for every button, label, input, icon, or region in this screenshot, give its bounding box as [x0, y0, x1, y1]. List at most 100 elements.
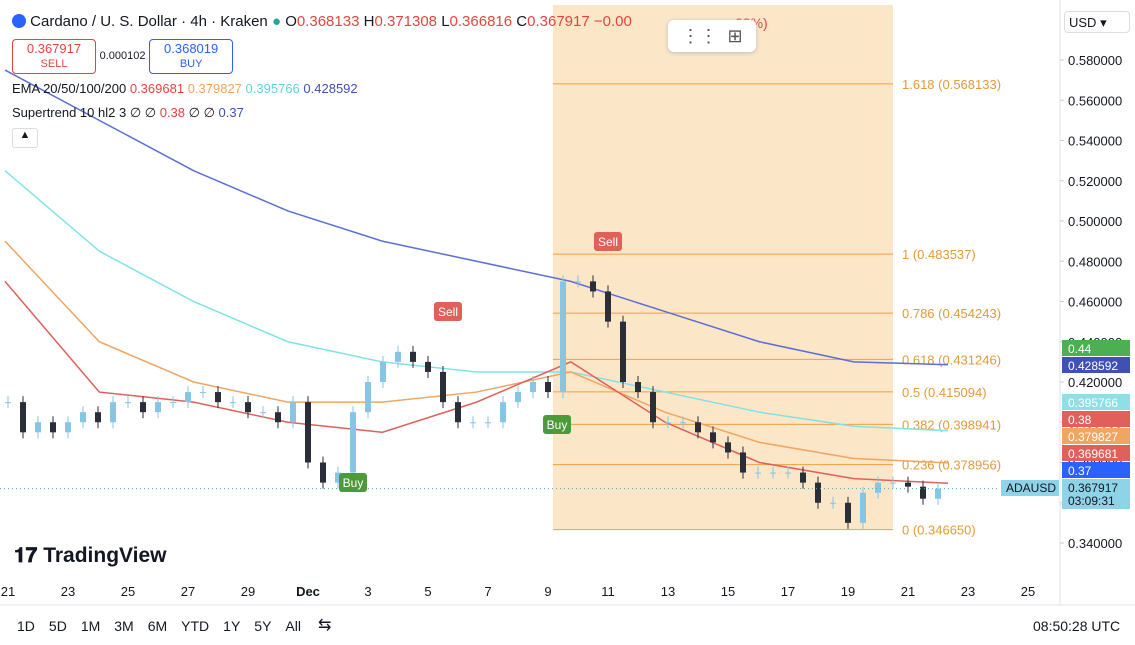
candle — [215, 392, 221, 403]
ema-line — [4, 69, 949, 366]
st-a: ∅ ∅ — [129, 105, 157, 120]
widget[interactable]: ⋮⋮ ⊞ — [668, 20, 756, 52]
range-button[interactable]: 5D — [48, 618, 67, 634]
candle — [635, 382, 641, 393]
c: C — [516, 13, 528, 30]
last-price: 0.367917 — [1068, 481, 1118, 495]
candle — [290, 402, 296, 423]
sell-button[interactable]: 0.367917 SELL — [12, 39, 96, 74]
close: 0.367917 — [527, 13, 590, 30]
price-badge — [1062, 357, 1130, 373]
candle — [155, 402, 161, 413]
candle — [485, 422, 491, 424]
ema50: 0.379827 — [187, 81, 242, 96]
range-button[interactable]: 1Y — [223, 618, 241, 634]
candle — [590, 281, 596, 292]
o: O — [285, 13, 297, 30]
candle — [425, 361, 431, 372]
x-tick-label: 5 — [424, 584, 431, 599]
price-badge — [1062, 462, 1130, 478]
x-tick-label: 11 — [601, 584, 615, 599]
trade: 0.367917 SELL 0.000102 0.368019 BUY — [12, 39, 234, 74]
collapse[interactable]: ▲ — [12, 128, 38, 148]
fib-label: 0.786 (0.454243) — [902, 306, 1001, 321]
x-tick-label: 29 — [241, 584, 255, 599]
x-tick-label: Dec — [296, 584, 320, 599]
fib-label: 0 (0.346650) — [902, 523, 976, 538]
signal-box — [594, 232, 622, 251]
candle — [320, 462, 326, 483]
range-button[interactable]: 3M — [114, 618, 134, 634]
toolbar: 1D 5D 1M 3M 6M YTD 1Y 5Y All — [17, 618, 315, 634]
x-tick-label: 25 — [121, 584, 135, 599]
candle — [140, 402, 146, 413]
candle — [785, 472, 791, 474]
sell-label: SELL — [40, 58, 68, 70]
ema-line — [4, 240, 949, 464]
symbol-badge — [1001, 480, 1059, 496]
candle — [920, 486, 926, 499]
range-button[interactable]: 1D — [17, 618, 35, 634]
dot: ● — [271, 13, 282, 30]
x-tick-label: 21 — [1, 584, 15, 599]
x-tick-label: 3 — [364, 584, 371, 599]
candle — [335, 472, 341, 483]
st-b: 0.38 — [159, 105, 186, 120]
price-badge-text: 0.44 — [1068, 342, 1092, 356]
fib-label: 0.382 (0.398941) — [902, 417, 1001, 432]
candle — [80, 412, 86, 423]
countdown: 03:09:31 — [1068, 494, 1115, 508]
price-badge — [1062, 340, 1130, 356]
ema-name: EMA 20/50/100/200 — [12, 81, 127, 96]
x-tick-label: 21 — [901, 584, 915, 599]
coin-icon — [12, 14, 26, 28]
st-name: Supertrend 10 hl2 3 — [12, 105, 127, 120]
price-badge-text: 0.369681 — [1068, 447, 1118, 461]
currency[interactable]: USD ▾ — [1064, 11, 1130, 33]
candle — [620, 321, 626, 382]
candle — [380, 361, 386, 382]
candle — [650, 392, 656, 423]
sell-price: 0.367917 — [26, 41, 82, 56]
candle — [680, 422, 686, 424]
range-button[interactable]: 1M — [80, 618, 101, 634]
ema-legend: EMA 20/50/100/200 0.369681 0.379827 0.39… — [12, 81, 358, 96]
range-button[interactable]: 6M — [147, 618, 168, 634]
price-badge-text: 0.37 — [1068, 464, 1092, 478]
price-badge-text: 0.38 — [1068, 413, 1092, 427]
candle — [665, 422, 671, 424]
spread: 0.000102 — [99, 50, 146, 62]
x-tick-label: 9 — [544, 584, 551, 599]
range-button[interactable]: 5Y — [254, 618, 272, 634]
symbol-text: ADAUSD — [1006, 481, 1056, 495]
h: H — [363, 13, 375, 30]
candle — [470, 422, 476, 424]
ema200: 0.428592 — [303, 81, 358, 96]
buy-label: BUY — [179, 58, 203, 70]
candle — [815, 482, 821, 503]
candle — [605, 291, 611, 322]
compare[interactable]: ⇆ — [318, 617, 332, 634]
candle — [260, 412, 266, 414]
range-button[interactable]: All — [285, 618, 301, 634]
candle — [170, 402, 176, 404]
candle — [575, 281, 581, 283]
change: −0.00 — [593, 13, 632, 30]
open: 0.368133 — [296, 13, 360, 30]
buy-button[interactable]: 0.368019 BUY — [149, 39, 234, 74]
y-tick-label: 0.560000 — [1068, 93, 1122, 108]
candle — [65, 422, 71, 433]
ema-line — [4, 170, 949, 432]
y-tick-label: 0.540000 — [1068, 134, 1122, 149]
candle — [35, 422, 41, 433]
candle — [545, 382, 551, 393]
ema100: 0.395766 — [245, 81, 300, 96]
st-legend: Supertrend 10 hl2 3 ∅ ∅ 0.38 ∅ ∅ 0.37 — [12, 105, 244, 121]
st-d: 0.37 — [218, 105, 244, 120]
candle — [230, 402, 236, 404]
candle — [20, 402, 26, 433]
fib-label: 0.236 (0.378956) — [902, 458, 1001, 473]
candle — [860, 492, 866, 523]
range-button[interactable]: YTD — [181, 618, 210, 634]
